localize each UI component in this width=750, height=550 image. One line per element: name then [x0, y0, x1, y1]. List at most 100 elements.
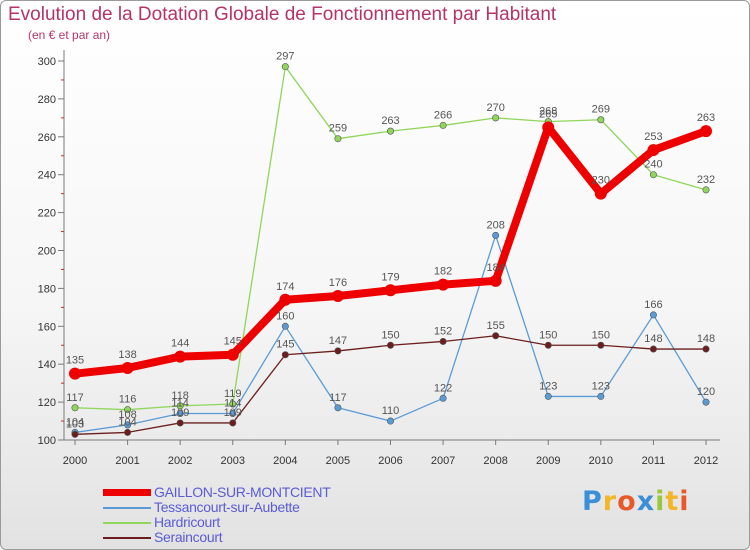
data-label: 232	[697, 174, 715, 186]
data-point	[71, 404, 79, 412]
data-point	[386, 341, 394, 349]
data-point	[331, 289, 344, 302]
x-tick-label: 2004	[273, 455, 297, 467]
data-label: 109	[171, 407, 189, 419]
data-point	[71, 430, 79, 438]
data-point	[649, 171, 657, 179]
data-label: 208	[486, 219, 504, 231]
data-label: 155	[486, 320, 504, 332]
data-point	[594, 187, 607, 200]
data-label: 166	[644, 299, 662, 311]
data-point	[700, 125, 712, 138]
x-tick-label: 2005	[326, 455, 350, 467]
data-point	[439, 121, 447, 129]
data-label: 253	[644, 131, 662, 143]
data-point	[649, 311, 657, 319]
data-point	[384, 284, 397, 297]
data-label: 104	[118, 416, 136, 428]
data-point	[647, 144, 660, 157]
data-label: 268	[539, 106, 557, 118]
data-point	[702, 398, 710, 406]
x-tick-label: 2001	[115, 455, 139, 467]
data-label: 270	[486, 102, 504, 114]
data-point	[439, 337, 447, 345]
data-label: 182	[434, 266, 452, 278]
chart-subtitle: (en € et par an)	[28, 28, 111, 42]
legend-swatch-seraincourt	[103, 537, 151, 539]
data-point	[437, 278, 450, 291]
data-label: 109	[224, 407, 242, 419]
data-label: 150	[539, 329, 557, 341]
data-label: 263	[381, 115, 399, 127]
data-point	[386, 127, 394, 135]
y-tick-label: 240	[38, 170, 56, 182]
data-point	[281, 63, 289, 71]
data-label: 150	[381, 329, 399, 341]
data-label: 230	[592, 175, 610, 187]
data-label: 269	[592, 104, 610, 116]
legend-label-tessancourt: Tessancourt-sur-Aubette	[154, 499, 300, 515]
y-tick-label: 180	[38, 283, 56, 295]
data-label: 263	[697, 112, 715, 124]
data-point	[334, 404, 342, 412]
data-point	[544, 341, 552, 349]
data-point	[649, 345, 657, 353]
data-label: 123	[539, 380, 557, 392]
data-point	[544, 392, 552, 400]
x-tick-label: 2011	[642, 455, 666, 467]
x-tick-label: 2010	[589, 455, 613, 467]
data-point	[174, 350, 187, 363]
legend-label-hardricourt: Hardricourt	[154, 514, 220, 530]
data-label: 152	[434, 325, 452, 337]
data-point	[121, 361, 134, 374]
data-label: 184	[486, 262, 504, 274]
data-label: 117	[329, 392, 347, 404]
data-label: 297	[276, 51, 294, 63]
y-tick-label: 160	[38, 321, 56, 333]
x-tick-label: 2007	[431, 455, 455, 467]
data-point	[492, 114, 500, 122]
data-label: 110	[382, 405, 400, 417]
brand-logo: Proxiti	[582, 486, 690, 517]
data-point	[489, 274, 502, 287]
data-label: 119	[224, 388, 242, 400]
x-tick-label: 2000	[63, 455, 87, 467]
y-tick-label: 140	[38, 359, 56, 371]
data-label: 122	[434, 382, 452, 394]
data-label: 108	[118, 409, 136, 421]
brand-letter: i	[655, 486, 666, 517]
data-point	[439, 394, 447, 402]
data-point	[124, 406, 132, 414]
data-point	[597, 116, 605, 124]
data-label: 135	[66, 355, 84, 367]
data-label: 240	[644, 159, 662, 171]
data-label: 145	[224, 336, 242, 348]
data-label: 176	[329, 277, 347, 289]
data-label: 145	[276, 339, 294, 351]
data-label: 179	[381, 271, 399, 283]
chart-title: Evolution de la Dotation Globale de Fonc…	[8, 4, 557, 25]
data-point	[176, 402, 184, 410]
legend-label-gaillon: GAILLON-SUR-MONTCIENT	[154, 484, 331, 500]
data-point	[334, 135, 342, 143]
data-point	[334, 347, 342, 355]
data-label: 144	[171, 338, 189, 350]
data-point	[597, 392, 605, 400]
data-point	[229, 419, 237, 427]
data-point	[279, 293, 292, 306]
data-label: 116	[119, 394, 137, 406]
data-label: 120	[697, 386, 715, 398]
data-point	[281, 322, 289, 330]
data-label: 265	[539, 108, 557, 120]
data-label: 266	[434, 109, 452, 121]
y-tick-label: 300	[38, 56, 56, 68]
data-label: 114	[171, 397, 189, 409]
data-label: 150	[592, 329, 610, 341]
x-tick-label: 2002	[168, 455, 192, 467]
data-point	[226, 348, 239, 361]
x-tick-label: 2012	[694, 455, 718, 467]
data-label: 114	[224, 397, 242, 409]
y-tick-label: 200	[38, 246, 56, 258]
data-label: 138	[118, 349, 136, 361]
data-point	[176, 409, 184, 417]
